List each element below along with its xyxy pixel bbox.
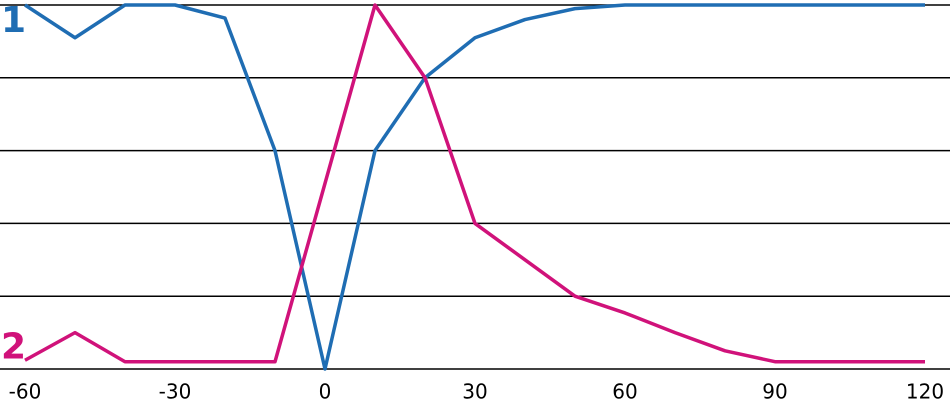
- series-label: 1: [1, 0, 26, 41]
- x-tick-label: 30: [462, 380, 487, 404]
- x-tick-label: -30: [159, 380, 192, 404]
- series-line: [24, 3, 925, 371]
- x-tick-label: 60: [612, 380, 637, 404]
- x-tick-label: 0: [319, 380, 332, 404]
- x-tick-label: 90: [762, 380, 787, 404]
- x-tick-label: -60: [9, 380, 42, 404]
- x-tick-label: 120: [906, 380, 944, 404]
- series-label: 2: [1, 326, 26, 367]
- series-line: [24, 3, 925, 364]
